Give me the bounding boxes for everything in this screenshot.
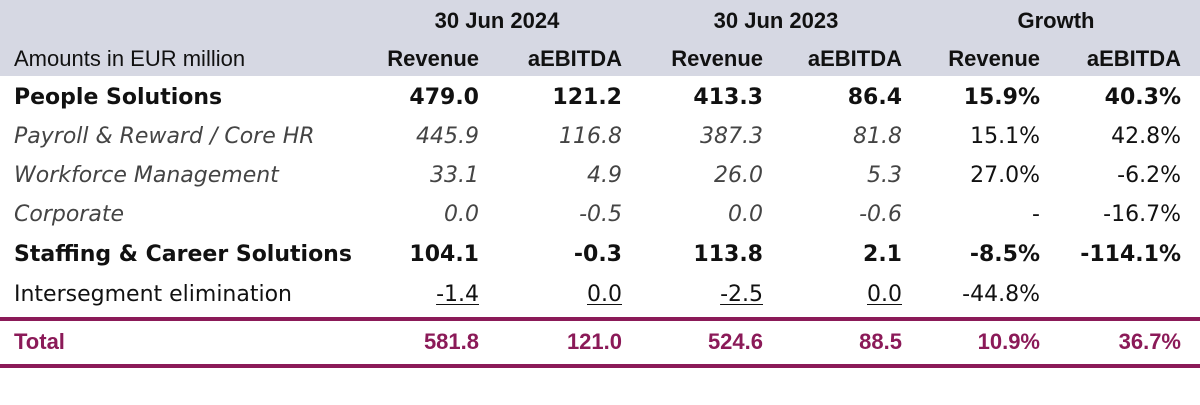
table-cell: 116.8	[559, 124, 622, 149]
row-label-staffing-career: Staffing & Career Solutions	[14, 242, 352, 267]
table-cell: 2.1	[863, 242, 902, 267]
table-cell: 10.9%	[977, 329, 1040, 354]
table-cell: 121.0	[566, 329, 622, 354]
table-cell: 0.0	[444, 202, 479, 227]
table-cell: 113.8	[693, 242, 763, 267]
table-cell: -16.7%	[1103, 202, 1181, 227]
table-cell: -6.2%	[1117, 163, 1181, 188]
amounts-unit-label: Amounts in EUR million	[14, 46, 246, 71]
table-cell: 40.3%	[1104, 85, 1181, 110]
col-header-revenue-2024: Revenue	[387, 46, 479, 71]
table-cell: 15.9%	[963, 85, 1040, 110]
total-bottom-rule	[0, 364, 1200, 368]
table-cell: 387.3	[700, 124, 763, 149]
col-header-aebitda-2024: aEBITDA	[527, 46, 622, 71]
table-cell: -	[1032, 202, 1040, 227]
table-cell: 479.0	[409, 85, 479, 110]
row-label-workforce-management: Workforce Management	[14, 163, 279, 188]
table-cell: -1.4	[436, 282, 479, 307]
col-header-aebitda-2023: aEBITDA	[807, 46, 902, 71]
table-cell: 121.2	[552, 85, 622, 110]
total-top-rule	[0, 317, 1200, 321]
table-cell: 445.9	[416, 124, 479, 149]
table-cell: 0.0	[867, 282, 902, 307]
table-cell: 104.1	[409, 242, 479, 267]
table-cell: 524.6	[707, 329, 763, 354]
table-cell: -2.5	[720, 282, 763, 307]
period-header-growth: Growth	[1017, 8, 1095, 33]
table-cell: 42.8%	[1111, 124, 1181, 149]
table-cell: 88.5	[859, 329, 902, 354]
table-cell: -8.5%	[969, 242, 1040, 267]
table-cell: -0.3	[573, 242, 622, 267]
table-cell: 81.8	[853, 124, 902, 149]
table-cell: 4.9	[587, 163, 622, 188]
table-header	[0, 0, 1200, 76]
period-header-2024: 30 Jun 2024	[434, 8, 560, 33]
table-cell: 27.0%	[970, 163, 1040, 188]
row-label-corporate: Corporate	[14, 202, 124, 227]
table-cell: 413.3	[693, 85, 763, 110]
table-cell: -44.8%	[962, 282, 1040, 307]
table-cell: 581.8	[423, 329, 479, 354]
table-cell: 33.1	[430, 163, 479, 188]
row-label-total: Total	[14, 329, 65, 354]
col-header-aebitda-growth: aEBITDA	[1086, 46, 1181, 71]
table-cell: 15.1%	[970, 124, 1040, 149]
period-header-2023: 30 Jun 2023	[713, 8, 839, 33]
table-cell: 0.0	[728, 202, 763, 227]
table-cell: -114.1%	[1080, 242, 1181, 267]
table-cell: 26.0	[714, 163, 763, 188]
table-cell: -0.5	[579, 202, 622, 227]
row-label-payroll-reward: Payroll & Reward / Core HR	[14, 124, 315, 149]
table-cell: 36.7%	[1118, 329, 1181, 354]
col-header-revenue-growth: Revenue	[948, 46, 1040, 71]
table-cell: 0.0	[587, 282, 622, 307]
table-cell: 86.4	[847, 85, 902, 110]
table-cell: -0.6	[859, 202, 902, 227]
table-cell: 5.3	[867, 163, 902, 188]
row-label-intersegment-elimination: Intersegment elimination	[14, 282, 292, 307]
col-header-revenue-2023: Revenue	[671, 46, 763, 71]
row-label-people-solutions: People Solutions	[14, 85, 223, 110]
